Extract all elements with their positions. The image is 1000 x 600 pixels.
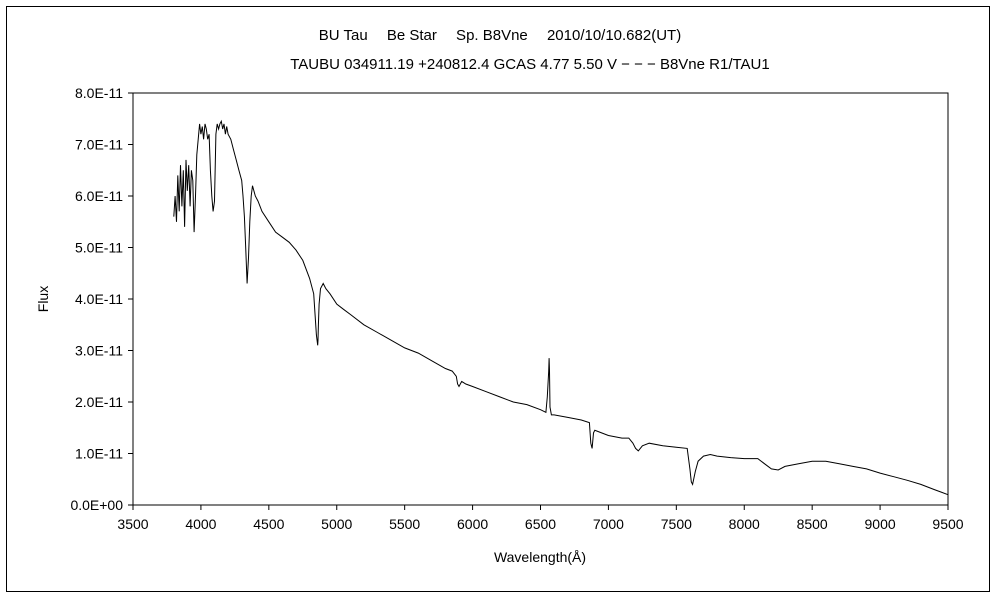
y-tick-label: 1.0E-11: [75, 446, 123, 462]
x-axis-title: Wavelength(Å): [494, 549, 586, 565]
x-tick-label: 4500: [253, 516, 284, 532]
x-tick-label: 6000: [457, 516, 488, 532]
spectrum-series-line: [173, 119, 949, 496]
y-tick-label: 0.0E+00: [70, 497, 123, 513]
y-tick-label: 8.0E-11: [75, 85, 123, 101]
y-axis: 0.0E+00 1.0E-11 2.0E-11 3.0E-11 4.0E-11 5.0E-…: [70, 85, 133, 513]
y-tick-label: 2.0E-11: [75, 394, 123, 410]
x-tick-label: 5000: [321, 516, 352, 532]
chart-title: BU Tau Be Star Sp. B8Vne 2010/10/10.682(…: [319, 27, 681, 44]
chart-border: [6, 6, 990, 592]
x-tick-label: 8000: [729, 516, 760, 532]
x-tick-label: 9000: [865, 516, 896, 532]
x-tick-label: 3500: [117, 516, 148, 532]
y-axis-title: Flux: [35, 286, 51, 312]
plot-area: [132, 92, 949, 506]
y-tick-label: 3.0E-11: [75, 343, 123, 359]
y-tick-label: 6.0E-11: [75, 188, 123, 204]
x-axis: 3500 4000 4500 5000 5500 6000 6500 7000 7500 8000…: [117, 505, 964, 532]
x-tick-label: 8500: [797, 516, 828, 532]
y-tick-label: 7.0E-11: [75, 137, 123, 153]
x-tick-label: 6500: [525, 516, 556, 532]
x-tick-label: 7500: [661, 516, 692, 532]
chart-subtitle: TAUBU 034911.19 +240812.4 GCAS 4.77 5.50…: [290, 56, 769, 73]
y-tick-label: 5.0E-11: [75, 240, 123, 256]
x-tick-label: 5500: [389, 516, 420, 532]
x-tick-label: 9500: [932, 516, 963, 532]
x-tick-label: 4000: [185, 516, 216, 532]
x-tick-label: 7000: [593, 516, 624, 532]
y-tick-label: 4.0E-11: [75, 291, 123, 307]
